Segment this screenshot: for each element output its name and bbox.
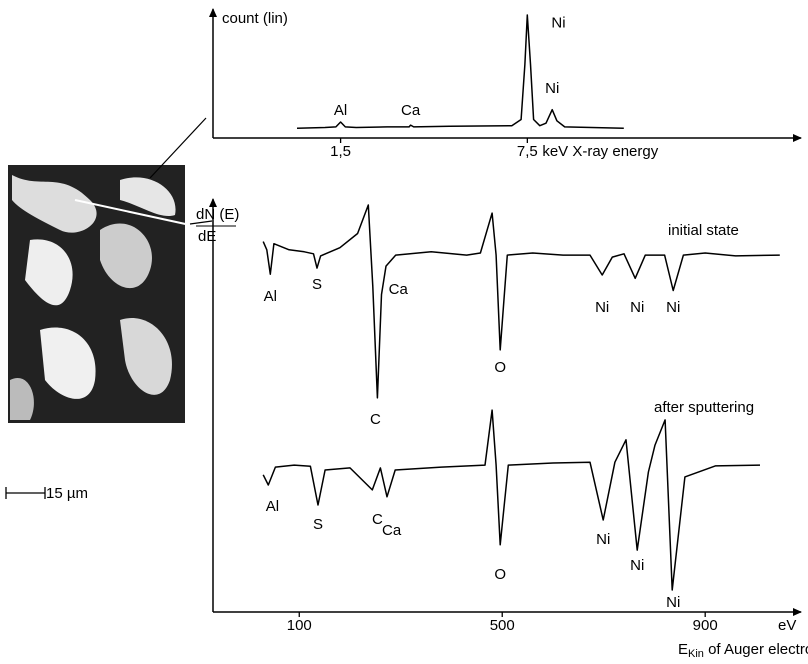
peak-label: Ni [595, 299, 609, 316]
peak-label: O [494, 359, 506, 376]
peak-label: S [313, 516, 323, 533]
peak-label: Ca [389, 281, 409, 298]
peak-label: Al [266, 498, 279, 515]
peak-label: Ni [630, 557, 644, 574]
scale-bar-label: 15 µm [46, 485, 88, 502]
peak-label: Ca [401, 102, 421, 119]
peak-label: Al [334, 102, 347, 119]
peak-label: Ni [551, 15, 565, 32]
spectrum-line [262, 204, 780, 399]
peak-label: Al [264, 288, 277, 305]
x-tick-label: 1,5 [330, 143, 351, 160]
x-tick-label: 900 [693, 617, 718, 634]
peak-label: O [494, 566, 506, 583]
x-axis-label: keV X-ray energy [542, 143, 658, 160]
x-axis-label: EKin of Auger electrons [678, 641, 808, 660]
peak-label: Ni [630, 299, 644, 316]
zoom-line [189, 220, 213, 225]
y-axis-label: dE [198, 228, 216, 245]
peak-label: Ni [666, 299, 680, 316]
peak-label: C [372, 511, 383, 528]
micrograph [8, 165, 191, 423]
x-label-rest: of Auger electrons [704, 641, 808, 658]
x-tick-label: 500 [490, 617, 515, 634]
peak-label: Ni [545, 80, 559, 97]
x-axis-unit: eV [778, 617, 796, 634]
y-axis-label: count (lin) [222, 10, 288, 27]
peak-label: C [370, 411, 381, 428]
x-label-main: E [678, 641, 688, 658]
peak-label: Ni [666, 594, 680, 611]
y-axis-label: dN (E) [196, 206, 239, 223]
peak-label: Ca [382, 522, 402, 539]
spectrum-line [296, 14, 624, 129]
spectrum-line [262, 409, 761, 591]
series-label: after sputtering [654, 399, 754, 416]
x-label-sub: Kin [688, 648, 704, 660]
peak-label: S [312, 276, 322, 293]
x-tick-label: 100 [287, 617, 312, 634]
scale-bar: 15 µm [5, 485, 88, 502]
peak-label: Ni [596, 531, 610, 548]
x-tick-label: 7,5 [517, 143, 538, 160]
zoom-line [149, 117, 207, 179]
series-label: initial state [668, 222, 739, 239]
